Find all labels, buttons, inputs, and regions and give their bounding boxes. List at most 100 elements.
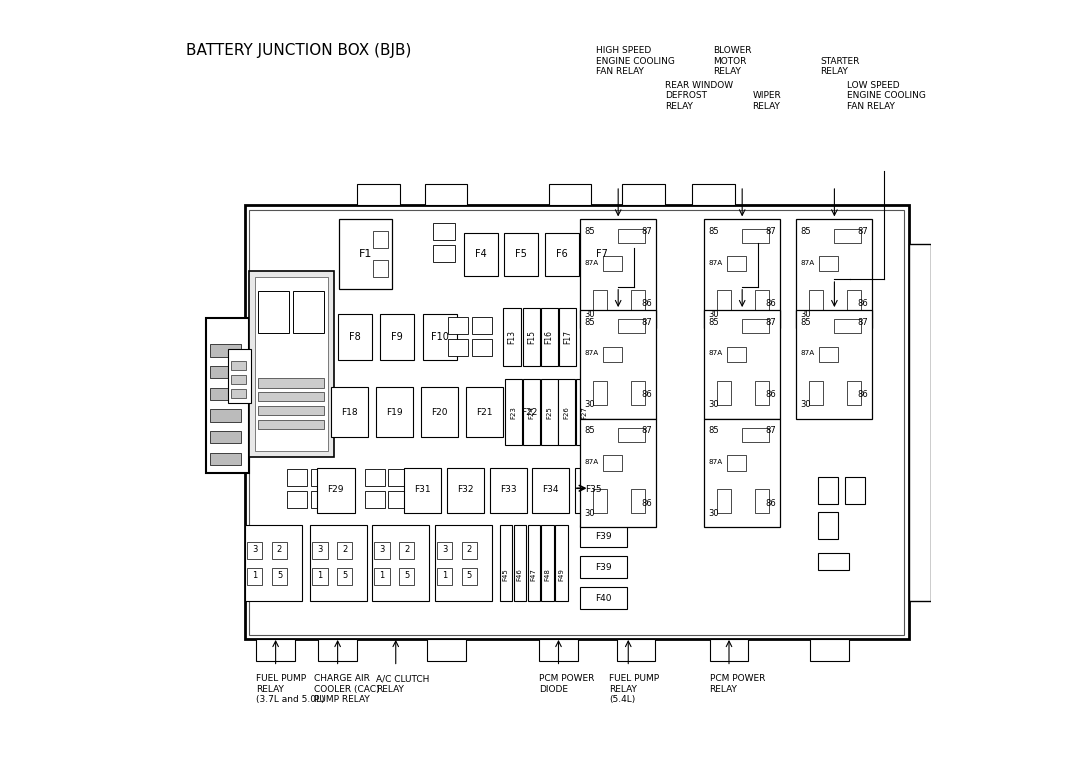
Text: F1: F1 xyxy=(358,250,372,259)
Bar xyxy=(365,491,384,508)
Bar xyxy=(618,428,645,442)
Bar xyxy=(247,542,263,559)
Text: 87: 87 xyxy=(858,318,869,327)
Text: F46: F46 xyxy=(517,569,522,581)
Text: 3: 3 xyxy=(252,545,257,554)
Text: F27: F27 xyxy=(581,406,588,419)
Bar xyxy=(447,339,468,356)
Text: HIGH SPEED
ENGINE COOLING
FAN RELAY: HIGH SPEED ENGINE COOLING FAN RELAY xyxy=(596,46,674,76)
Bar xyxy=(288,469,307,486)
Text: BLOWER
MOTOR
RELAY: BLOWER MOTOR RELAY xyxy=(714,46,752,76)
Bar xyxy=(371,525,429,601)
Text: 85: 85 xyxy=(708,227,719,236)
Text: F39: F39 xyxy=(595,563,611,572)
Text: 87: 87 xyxy=(858,227,869,236)
Bar xyxy=(580,418,656,527)
Bar xyxy=(510,388,547,437)
Bar xyxy=(717,489,731,513)
Bar xyxy=(717,290,731,314)
Bar xyxy=(244,525,302,601)
Bar xyxy=(250,210,905,635)
Text: 87: 87 xyxy=(766,318,776,327)
Bar xyxy=(548,184,592,205)
Bar xyxy=(339,219,392,289)
Bar xyxy=(249,271,333,457)
Text: PCM POWER
RELAY: PCM POWER RELAY xyxy=(709,674,765,694)
Text: F13: F13 xyxy=(507,330,517,344)
Text: 30: 30 xyxy=(584,400,595,409)
Text: 30: 30 xyxy=(584,508,595,518)
Text: F20: F20 xyxy=(431,408,447,417)
Text: 1: 1 xyxy=(379,571,384,580)
Bar xyxy=(617,639,655,661)
Bar xyxy=(514,525,526,601)
Text: F8: F8 xyxy=(349,332,361,342)
Bar xyxy=(230,375,247,384)
Bar xyxy=(796,310,872,418)
Bar xyxy=(631,489,645,513)
Text: F47: F47 xyxy=(531,569,536,581)
Bar xyxy=(505,379,522,445)
Bar xyxy=(542,525,554,601)
Text: WIPER
RELAY: WIPER RELAY xyxy=(753,91,781,111)
Text: FUEL PUMP
RELAY
(3.7L and 5.0L): FUEL PUMP RELAY (3.7L and 5.0L) xyxy=(256,674,325,704)
Text: 86: 86 xyxy=(766,390,776,399)
Text: F18: F18 xyxy=(341,408,357,417)
Text: FUEL PUMP
RELAY
(5.4L): FUEL PUMP RELAY (5.4L) xyxy=(609,674,659,704)
Bar xyxy=(593,381,607,405)
Bar xyxy=(539,639,578,661)
Text: 30: 30 xyxy=(708,400,719,409)
Bar xyxy=(819,257,838,271)
Text: 86: 86 xyxy=(766,498,776,508)
Bar xyxy=(210,344,241,357)
Bar xyxy=(709,639,748,661)
Bar xyxy=(338,314,371,360)
Bar xyxy=(727,257,746,271)
Bar xyxy=(692,184,735,205)
Bar xyxy=(357,184,400,205)
Bar xyxy=(580,310,656,418)
Bar xyxy=(464,232,498,275)
Bar xyxy=(311,469,330,486)
Text: STARTER
RELAY: STARTER RELAY xyxy=(820,57,860,76)
Bar xyxy=(462,542,477,559)
Bar xyxy=(618,229,645,243)
Bar xyxy=(603,347,622,362)
Bar xyxy=(372,260,388,277)
Text: 86: 86 xyxy=(858,390,869,399)
Text: F7: F7 xyxy=(596,250,608,259)
Bar xyxy=(631,290,645,314)
Bar xyxy=(845,477,864,504)
Bar xyxy=(580,525,627,547)
Text: 86: 86 xyxy=(766,299,776,308)
Bar xyxy=(559,308,577,367)
Bar xyxy=(809,290,823,314)
Bar xyxy=(437,542,453,559)
Bar xyxy=(522,308,540,367)
Text: 87: 87 xyxy=(766,227,776,236)
Text: 87: 87 xyxy=(642,227,653,236)
Bar xyxy=(311,491,330,508)
Text: F9: F9 xyxy=(391,332,403,342)
Bar xyxy=(433,245,455,262)
Bar xyxy=(593,489,607,513)
Text: 5: 5 xyxy=(467,571,472,580)
Text: 85: 85 xyxy=(708,426,719,436)
Bar xyxy=(420,388,458,437)
Bar xyxy=(755,489,769,513)
Text: 87: 87 xyxy=(766,426,776,436)
Bar xyxy=(425,184,467,205)
Text: 87: 87 xyxy=(642,426,653,436)
Bar xyxy=(580,556,627,578)
Text: F35: F35 xyxy=(585,485,602,494)
Bar xyxy=(310,525,367,601)
Text: 3: 3 xyxy=(379,545,384,554)
Bar xyxy=(374,542,390,559)
Text: 3: 3 xyxy=(317,545,323,554)
Text: F31: F31 xyxy=(415,485,431,494)
Bar xyxy=(365,469,384,486)
Bar xyxy=(422,314,457,360)
Bar xyxy=(580,219,656,328)
Bar xyxy=(809,381,823,405)
Bar xyxy=(580,587,627,609)
